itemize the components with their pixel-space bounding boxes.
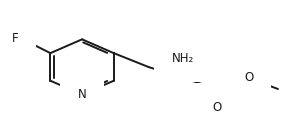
Text: F: F <box>12 32 19 45</box>
Text: O: O <box>245 71 254 84</box>
Text: NH₂: NH₂ <box>172 52 194 65</box>
Text: N: N <box>78 88 86 101</box>
Text: O: O <box>213 101 222 114</box>
